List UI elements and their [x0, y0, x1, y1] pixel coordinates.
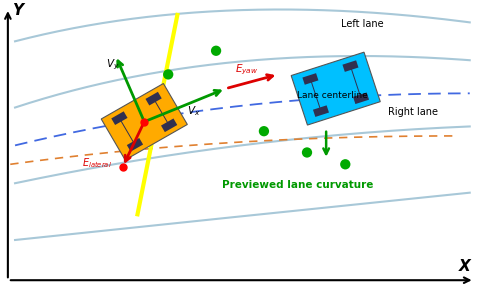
- Polygon shape: [342, 60, 359, 72]
- Text: $E_{lateral}$: $E_{lateral}$: [82, 157, 112, 170]
- Text: $E_{yaw}$: $E_{yaw}$: [235, 62, 258, 77]
- Text: X: X: [459, 259, 471, 274]
- Text: Y: Y: [12, 3, 23, 18]
- Point: [119, 164, 127, 169]
- Polygon shape: [101, 84, 187, 160]
- Text: $V_x$: $V_x$: [187, 105, 201, 118]
- Polygon shape: [161, 118, 177, 132]
- Polygon shape: [313, 105, 329, 117]
- Polygon shape: [111, 111, 128, 125]
- Text: Right lane: Right lane: [388, 107, 438, 117]
- Polygon shape: [353, 92, 369, 104]
- Point: [341, 162, 349, 166]
- Polygon shape: [302, 73, 318, 85]
- Text: Lane centerline: Lane centerline: [298, 91, 368, 100]
- Point: [212, 48, 220, 53]
- Text: Left lane: Left lane: [340, 19, 383, 29]
- Point: [164, 72, 172, 77]
- Polygon shape: [145, 92, 162, 105]
- Text: Previewed lane curvature: Previewed lane curvature: [222, 180, 373, 190]
- Polygon shape: [127, 138, 143, 151]
- Text: $V_y$: $V_y$: [106, 58, 120, 72]
- Point: [260, 129, 268, 134]
- Polygon shape: [291, 52, 380, 125]
- Point: [303, 150, 311, 155]
- Point: [141, 120, 148, 124]
